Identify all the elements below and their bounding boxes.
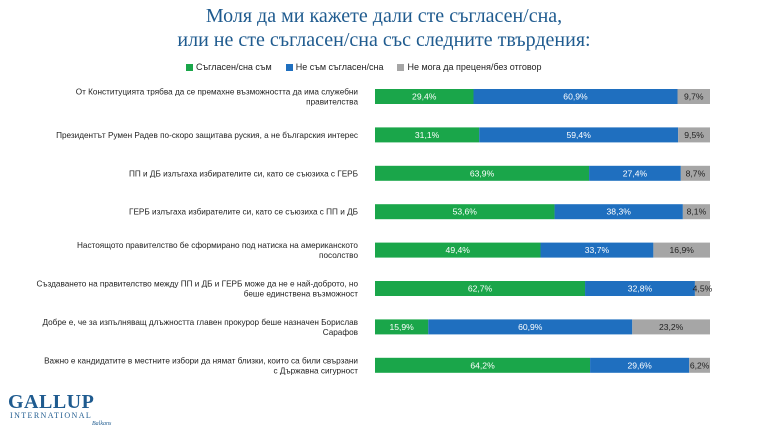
bar-label-r1-s1: 29,4%: [412, 92, 437, 102]
bar-r8-s1: [375, 357, 591, 373]
bar-label-r4-s2: 38,3%: [607, 207, 632, 217]
bar-label-r3-s2: 27,4%: [623, 168, 648, 178]
bar-r3-s2: [589, 165, 681, 181]
bar-label-r2-s3: 9,5%: [684, 130, 704, 140]
row-label-4-line-1: ГЕРБ излъгаха избирателите си, като се с…: [129, 208, 358, 217]
bar-label-r5-s2: 33,7%: [585, 245, 610, 255]
bar-r4-s1: [375, 204, 555, 220]
legend: Съгласен/сна съм Не съм съгласен/сна Не мо…: [186, 60, 646, 74]
bar-label-r3-s1: 63,9%: [470, 168, 495, 178]
bar-r8-s3: [689, 357, 710, 373]
bar-r4-s2: [554, 204, 683, 220]
bar-label-r8-s3: 6,2%: [690, 360, 710, 370]
logo-sub2-text: Balkans: [92, 421, 112, 427]
bar-label-r6-s2: 32,8%: [628, 284, 653, 294]
row-label-3-line-1: ПП и ДБ излъгаха избирателите си, като с…: [129, 169, 358, 178]
bar-label-r7-s1: 15,9%: [389, 322, 414, 332]
bar-label-r4-s3: 8,1%: [687, 207, 707, 217]
bar-r4-s3: [682, 204, 710, 220]
bar-r3-s3: [680, 165, 710, 181]
row-label-6-line-2: беше единствена възможност: [244, 290, 358, 299]
bar-r6-s3: [694, 281, 710, 296]
bar-r6-s1: [375, 281, 586, 296]
bar-label-r7-s2: 60,9%: [518, 322, 543, 332]
legend-swatch-2: [285, 63, 293, 71]
row-label-4: ГЕРБ излъгаха избирателите си, като се с…: [129, 208, 358, 217]
bar-label-r2-s2: 59,4%: [566, 130, 591, 140]
legend-label-1: Съгласен/сна съм: [196, 62, 272, 72]
bar-label-r1-s2: 60,9%: [563, 92, 588, 102]
bar-label-r6-s3: 4,5%: [693, 284, 713, 294]
row-label-3: ПП и ДБ излъгаха избирателите си, като с…: [129, 169, 358, 178]
bar-r6-s2: [585, 281, 695, 296]
row-label-1: От Конституцията трябва да се премахне в…: [76, 88, 359, 107]
legend-item-1: Съгласен/сна съм: [186, 62, 272, 72]
bar-label-r4-s1: 53,6%: [453, 207, 478, 217]
bar-r2-s2: [479, 127, 679, 143]
row-label-6-line-1: Създаването на правителство между ПП и Д…: [37, 280, 359, 289]
bar-r1-s2: [473, 89, 678, 104]
bar-label-r5-s1: 49,4%: [446, 245, 471, 255]
row-label-1-line-1: От Конституцията трябва да се премахне в…: [76, 88, 358, 97]
bar-label-r1-s3: 9,7%: [684, 92, 704, 102]
row-label-5-line-2: посолство: [319, 251, 358, 260]
row-label-5-line-1: Настоящото правителство бе сформирано по…: [77, 241, 358, 250]
bar-r2-s1: [375, 127, 480, 143]
row-label-5: Настоящото правителство бе сформирано по…: [77, 241, 358, 260]
bar-r7-s1: [375, 319, 429, 335]
logo-main-text: GALLUP: [8, 391, 95, 413]
bar-label-r8-s2: 29,6%: [627, 360, 652, 370]
bar-label-r5-s3: 16,9%: [670, 245, 695, 255]
gallup-logo: GALLUP INTERNATIONAL Balkans: [8, 391, 118, 431]
row-label-1-line-2: правителства: [306, 98, 358, 107]
bar-label-r7-s3: 23,2%: [659, 322, 684, 332]
row-label-7: Добре е, че за изпълняващ длъжността гла…: [42, 318, 358, 337]
legend-item-2: Не съм съгласен/сна: [285, 62, 384, 72]
title-line-2: или не сте съгласен/сна със следните твъ…: [177, 29, 591, 51]
legend-label-3: Не мога да преценя/без отговор: [407, 62, 542, 72]
legend-label-2: Не съм съгласен/сна: [295, 62, 384, 72]
bar-r5-s1: [375, 242, 541, 258]
bar-label-r8-s1: 64,2%: [470, 360, 495, 370]
bar-r1-s1: [375, 89, 474, 104]
row-label-8-line-1: Важно е кандидатите в местните избори да…: [44, 356, 358, 365]
bar-r5-s3: [653, 242, 710, 258]
bar-label-r2-s1: 31,1%: [415, 130, 440, 140]
bar-label-r6-s1: 62,7%: [468, 284, 493, 294]
bar-r5-s2: [540, 242, 654, 258]
legend-swatch-3: [397, 63, 405, 71]
row-label-8-line-2: с Държавна сигурност: [274, 366, 359, 375]
bar-r7-s3: [632, 319, 710, 335]
bar-r8-s2: [590, 357, 690, 373]
bar-label-r3-s3: 8,7%: [686, 168, 706, 178]
row-label-6: Създаването на правителство между ПП и Д…: [37, 280, 359, 299]
row-label-8: Важно е кандидатите в местните избори да…: [44, 356, 358, 375]
row-label-2-line-1: Президентът Румен Радев по-скоро защитав…: [56, 131, 358, 140]
bar-r3-s1: [375, 165, 590, 181]
bar-r2-s3: [678, 127, 710, 143]
row-label-2: Президентът Румен Радев по-скоро защитав…: [56, 131, 358, 140]
chart-title: Моля да ми кажете дали сте съгласен/сна,…: [0, 4, 768, 52]
row-label-7-line-1: Добре е, че за изпълняващ длъжността гла…: [42, 318, 358, 327]
legend-swatch-1: [186, 63, 193, 71]
logo-sub-text: INTERNATIONAL: [10, 411, 93, 420]
row-label-7-line-2: Сарафов: [323, 328, 358, 337]
bar-r1-s3: [677, 89, 710, 104]
bar-r7-s2: [428, 319, 633, 335]
title-line-1: Моля да ми кажете дали сте съгласен/сна,: [205, 5, 563, 27]
legend-item-3: Не мога да преценя/без отговор: [397, 62, 542, 72]
